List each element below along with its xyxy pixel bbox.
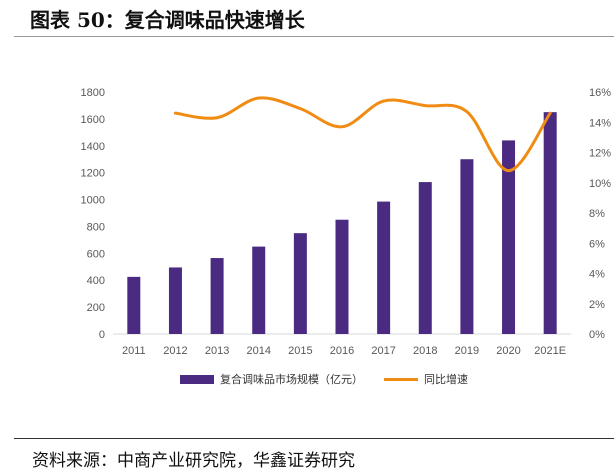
legend-item-market-size: 复合调味品市场规模（亿元） — [180, 371, 363, 387]
right-axis-tick-label: 12% — [589, 148, 611, 160]
bar — [210, 258, 224, 334]
x-axis-tick-label: 2019 — [455, 345, 479, 357]
left-axis-tick-label: 1000 — [81, 195, 105, 207]
right-axis-tick-label: 4% — [589, 269, 605, 281]
x-axis-tick-label: 2020 — [496, 345, 520, 357]
x-axis-tick-label: 2014 — [246, 345, 270, 357]
x-axis-tick-label: 2018 — [413, 345, 437, 357]
left-axis-tick-label: 0 — [99, 329, 105, 341]
bar — [168, 267, 182, 334]
right-axis-tick-label: 10% — [589, 178, 611, 190]
growth-line — [173, 96, 552, 173]
right-axis-tick-label: 8% — [589, 208, 605, 220]
right-axis-tick-label: 0% — [589, 329, 605, 341]
bar — [543, 112, 557, 335]
source-note: 资料来源：中商产业研究院，华鑫证券研究 — [32, 451, 355, 471]
x-axis-tick-label: 2013 — [205, 345, 229, 357]
bar — [127, 276, 141, 334]
legend-line-swatch — [384, 377, 418, 381]
x-axis-tick-label: 2021E — [534, 345, 566, 357]
x-axis-tick-label: 2015 — [288, 345, 312, 357]
x-axis-tick-label: 2017 — [371, 345, 395, 357]
bar — [502, 140, 516, 334]
legend-bar-swatch — [180, 374, 214, 384]
left-axis-tick-label: 1200 — [81, 168, 105, 180]
x-axis-tick-label: 2012 — [163, 345, 187, 357]
right-axis-tick-label: 14% — [589, 117, 611, 129]
right-axis-tick-label: 6% — [589, 238, 605, 250]
left-axis-tick-label: 1600 — [81, 114, 105, 126]
right-axis-tick-label: 2% — [589, 299, 605, 311]
bar — [418, 182, 432, 334]
right-axis-tick-label: 16% — [589, 87, 611, 99]
footer-divider — [14, 438, 614, 439]
bar — [335, 219, 349, 334]
left-axis-tick-label: 1800 — [81, 87, 105, 99]
left-axis-tick-label: 200 — [87, 302, 105, 314]
bar — [377, 201, 391, 334]
legend-label: 复合调味品市场规模（亿元） — [220, 373, 363, 386]
left-axis-tick-label: 1400 — [81, 141, 105, 153]
x-axis-tick-label: 2016 — [330, 345, 354, 357]
figure-title: 图表 50：复合调味品快速增长 — [30, 8, 305, 32]
x-axis-tick-label: 2011 — [122, 345, 146, 357]
title-divider — [14, 36, 614, 37]
left-axis-tick-label: 400 — [87, 275, 105, 287]
legend-label: 同比增速 — [424, 373, 468, 386]
bar — [252, 246, 266, 334]
left-axis-tick-label: 800 — [87, 221, 105, 233]
bar — [460, 159, 474, 334]
left-axis-tick-label: 600 — [87, 248, 105, 260]
bar — [293, 233, 307, 334]
legend-item-growth: 同比增速 — [384, 371, 468, 387]
